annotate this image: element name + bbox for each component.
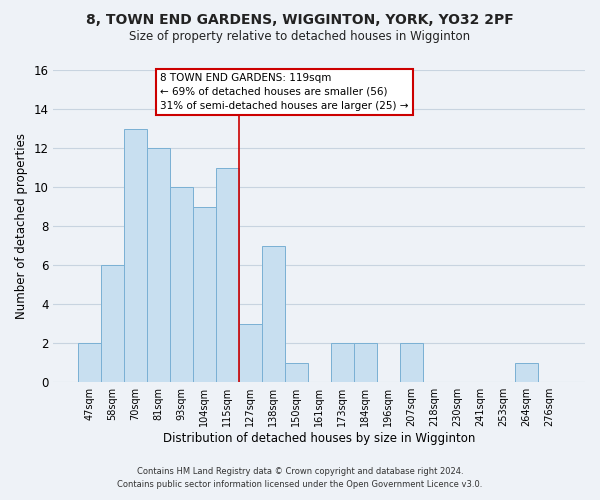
Bar [262,246,284,382]
Text: 8 TOWN END GARDENS: 119sqm
← 69% of detached houses are smaller (56)
31% of semi: 8 TOWN END GARDENS: 119sqm ← 69% of deta… [160,73,409,111]
Text: 8, TOWN END GARDENS, WIGGINTON, YORK, YO32 2PF: 8, TOWN END GARDENS, WIGGINTON, YORK, YO… [86,12,514,26]
Bar [124,128,146,382]
Bar [146,148,170,382]
Bar [215,168,239,382]
Bar [331,343,354,382]
X-axis label: Distribution of detached houses by size in Wigginton: Distribution of detached houses by size … [163,432,475,445]
Bar [354,343,377,382]
Bar [193,206,215,382]
Text: Contains HM Land Registry data © Crown copyright and database right 2024.
Contai: Contains HM Land Registry data © Crown c… [118,468,482,489]
Y-axis label: Number of detached properties: Number of detached properties [15,133,28,319]
Bar [284,362,308,382]
Bar [239,324,262,382]
Bar [515,362,538,382]
Bar [77,343,101,382]
Bar [400,343,423,382]
Bar [170,187,193,382]
Bar [101,265,124,382]
Text: Size of property relative to detached houses in Wigginton: Size of property relative to detached ho… [130,30,470,43]
